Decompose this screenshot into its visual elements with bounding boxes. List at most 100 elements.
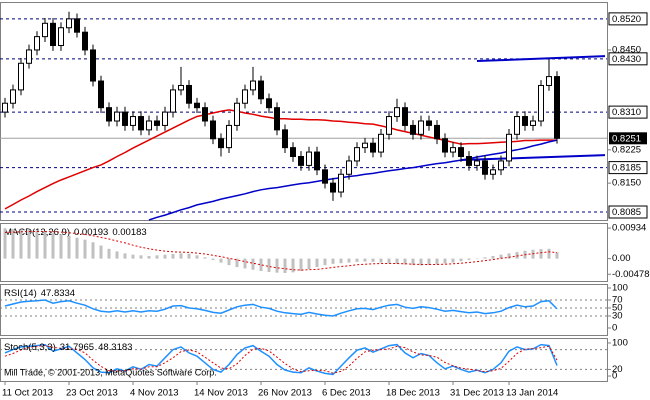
x-tick-label: 26 Nov 2013 — [258, 388, 312, 399]
candle-body — [130, 116, 136, 126]
macd-bar — [483, 257, 487, 259]
trend-line — [476, 55, 606, 63]
macd-bar — [27, 230, 31, 259]
indicator-value: 48.3183 — [98, 342, 132, 353]
macd-bar — [235, 258, 239, 268]
macd-bar — [379, 258, 383, 263]
macd-bar — [435, 258, 439, 265]
macd-bar — [371, 258, 375, 262]
candle-body — [10, 89, 16, 104]
macd-bar — [43, 231, 47, 259]
candle-body — [458, 147, 464, 158]
last-price-box — [609, 132, 647, 145]
macd-bar — [19, 229, 23, 259]
candle-body — [338, 173, 344, 193]
candle-body — [210, 120, 216, 140]
candle-body — [122, 111, 128, 126]
level-label-box — [608, 105, 648, 119]
macd-bar — [387, 258, 391, 264]
macd-bar — [403, 258, 407, 265]
candle-body — [282, 129, 288, 149]
candle-body — [66, 18, 72, 29]
indicator-line — [4, 343, 558, 376]
candle-body — [362, 142, 368, 149]
candle-body — [554, 76, 560, 139]
y-tick-label: 0.8225 — [612, 144, 641, 155]
candle-body — [442, 138, 448, 153]
copyright: Mill Trade, © 2001-2013, MetaQuotes Soft… — [4, 367, 217, 377]
indicator-value: 0.00183 — [112, 227, 146, 238]
candle-body — [146, 120, 152, 131]
candle-body — [410, 124, 416, 135]
macd-bar — [195, 255, 199, 259]
candle-body — [522, 116, 528, 126]
macd-bar — [515, 252, 519, 259]
macd-bar — [267, 258, 271, 273]
macd-bar — [227, 258, 231, 266]
candle-body — [34, 36, 40, 51]
y-tick-label: 50 — [612, 303, 623, 314]
level-label-box — [608, 52, 648, 66]
x-tick-label: 4 Nov 2013 — [130, 388, 179, 399]
macd-bar — [3, 228, 7, 259]
candle-body — [274, 107, 280, 131]
macd-bar — [355, 258, 359, 262]
macd-bar — [291, 258, 295, 273]
candle-body — [42, 22, 48, 38]
candle-body — [74, 18, 80, 33]
level-label: 0.8185 — [612, 163, 641, 174]
macd-bar — [51, 233, 55, 259]
macd-bar — [155, 255, 159, 259]
macd-bar — [539, 249, 543, 259]
macd-bar — [147, 256, 151, 259]
level-label-box — [608, 205, 648, 219]
macd-bar — [163, 254, 167, 259]
macd-bar — [283, 258, 287, 273]
macd-bar — [347, 258, 351, 263]
macd-bar — [211, 258, 215, 260]
macd-bar — [243, 258, 247, 269]
x-tick-label: 23 Oct 2013 — [66, 388, 118, 399]
candle-body — [506, 133, 512, 162]
candle-body — [242, 89, 248, 104]
candle-body — [186, 84, 192, 104]
y-tick-label: 0.00934 — [612, 223, 646, 234]
indicator-label: Stoch(5,3,3) 31.7965 48.3183 — [4, 342, 132, 353]
indicator-line — [4, 109, 557, 210]
candle-body — [498, 160, 504, 171]
candle-body — [138, 116, 144, 131]
macd-bar — [459, 258, 463, 262]
y-tick-label: 100 — [612, 337, 628, 348]
level-label: 0.8520 — [612, 14, 641, 25]
candle-body — [330, 182, 336, 193]
indicator-label: RSI(14) 47.8334 — [4, 288, 75, 299]
candle-body — [194, 102, 200, 109]
panel-frame — [0, 223, 608, 282]
y-tick-label: 0.8150 — [612, 178, 641, 189]
macd-bar — [395, 258, 399, 264]
macd-bar — [411, 258, 415, 266]
macd-bar — [83, 239, 87, 259]
y-tick-label: 0 — [612, 323, 617, 334]
macd-bar — [555, 252, 559, 259]
y-tick-label: 100 — [612, 283, 628, 294]
candle-body — [546, 76, 552, 86]
macd-bar — [419, 258, 423, 266]
candle-body — [290, 147, 296, 158]
level-label: 0.8310 — [612, 107, 641, 118]
macd-bar — [99, 245, 103, 259]
candle-body — [162, 111, 168, 126]
candle-body — [450, 147, 456, 153]
macd-bar — [251, 258, 255, 270]
macd-bar — [315, 258, 319, 268]
macd-bar — [171, 254, 175, 259]
macd-bar — [203, 257, 207, 259]
candle-body — [474, 160, 480, 166]
candle-body — [250, 80, 256, 91]
y-tick-label: 0 — [612, 371, 617, 382]
candle-body — [466, 156, 472, 166]
candle-body — [370, 142, 376, 153]
x-tick-label: 13 Jan 2014 — [506, 388, 558, 399]
x-tick-label: 18 Dec 2013 — [386, 388, 440, 399]
